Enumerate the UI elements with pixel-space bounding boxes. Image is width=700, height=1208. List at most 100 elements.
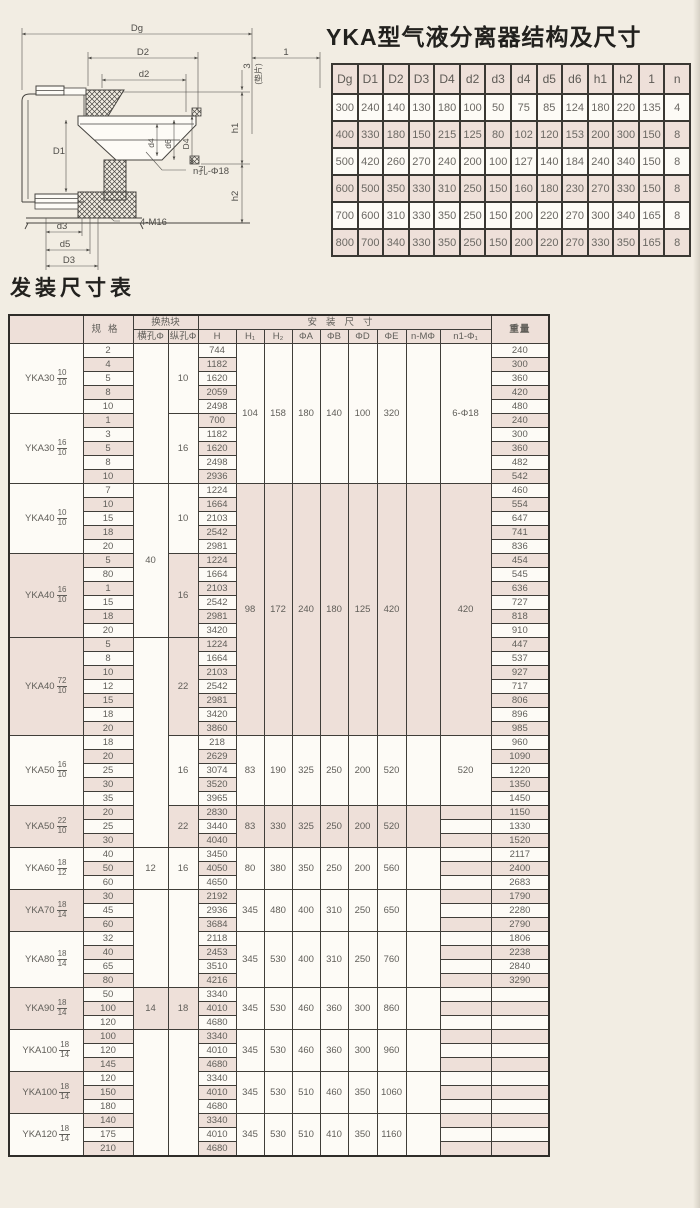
- n-M-cell: [405, 1029, 441, 1072]
- install-dim-cell: 345: [235, 1029, 265, 1072]
- cell: 125: [458, 120, 487, 149]
- weight-cell: 447: [490, 637, 550, 652]
- table-row: YKA70 18 14 30 2192 345 480 400 310 250 650 1790: [8, 889, 550, 988]
- install-dim-cell: 200: [347, 735, 378, 806]
- cell: 600: [331, 174, 359, 203]
- weight-cell: 545: [490, 567, 550, 582]
- n-M-cell: [405, 889, 441, 932]
- install-dim-cell: 530: [263, 1029, 293, 1072]
- structure-table-body: Dg D1 D2 D3 D4 d2 d3 d4 d5 d6 h1 h2 1 n 300 240 140 130 18…: [331, 63, 691, 257]
- vert-hole-cell: [167, 889, 199, 988]
- install-dim-cell: 400: [291, 931, 321, 988]
- table-row: 700 600 310 330 350 250 150 200 220 270 300 340 165 8: [331, 201, 691, 230]
- n-M-cell: [405, 931, 441, 988]
- install-dim-cell: 104: [235, 343, 265, 484]
- vert-hole-cell: [167, 1029, 199, 1157]
- column-header: D4: [433, 63, 461, 95]
- install-table: 规格 换热块 安装尺寸 重量 横孔Φ 纵孔Φ H H₁ H₂ ΦA ΦB ΦD ΦE n-MΦ n1-Φ₁ Y…: [8, 314, 551, 1157]
- vert-hole-cell: 16: [167, 735, 199, 806]
- cell: 300: [331, 93, 359, 122]
- install-dim-cell: 125: [347, 483, 378, 736]
- cell: 140: [535, 147, 564, 176]
- H-cell: 3340: [197, 987, 237, 1002]
- spec-cell: YKA60 18 12: [8, 847, 84, 890]
- H-cell: 3340: [197, 1029, 237, 1044]
- table-row: 10 2498 480: [9, 399, 550, 414]
- dim-label-gasket: (垫片): [253, 63, 263, 85]
- cell: 8: [663, 174, 691, 203]
- block-count-cell: 4: [82, 357, 134, 372]
- H-cell: 1664: [197, 567, 237, 582]
- vert-hole-cell: 16: [167, 553, 199, 638]
- sub-header: 纵孔Φ: [167, 329, 199, 344]
- table-row: 18 2542 741: [9, 525, 550, 540]
- table-row: YKA40 10 10 7 40 10 1224 98 172 240 180 125 420 420 46…: [8, 483, 550, 736]
- cell: 800: [331, 228, 359, 257]
- install-dim-cell: 860: [376, 987, 407, 1030]
- n1-cell: [439, 1127, 492, 1142]
- H-cell: 700: [197, 413, 237, 428]
- block-count-cell: 5: [82, 553, 134, 568]
- cell: 124: [561, 93, 589, 122]
- cell: 165: [637, 201, 666, 230]
- weight-cell: 960: [490, 735, 550, 750]
- sub-header: ΦE: [376, 329, 407, 344]
- install-dim-cell: 560: [376, 847, 407, 890]
- sub-header: H₂: [263, 329, 293, 344]
- spec-fraction: 18 14: [56, 998, 68, 1017]
- cell: 300: [612, 120, 640, 149]
- install-table-title: 发装尺寸表: [10, 277, 135, 300]
- install-dim-cell: 300: [347, 987, 378, 1030]
- weight-cell: 1790: [490, 889, 550, 904]
- install-dim-cell: 158: [263, 343, 293, 484]
- H-cell: 1620: [197, 441, 237, 456]
- table-row: 100 4010: [9, 1001, 550, 1016]
- cell: 250: [458, 201, 487, 230]
- cell: 8: [663, 147, 691, 176]
- spec-fraction: 18 14: [59, 1040, 71, 1059]
- weight-cell: [490, 1071, 550, 1086]
- spec-cell: YKA40 10 10: [8, 483, 84, 554]
- cell: 100: [458, 93, 487, 122]
- block-count-cell: 20: [82, 749, 134, 764]
- H-cell: 4010: [197, 1043, 237, 1058]
- weight-cell: 806: [490, 693, 550, 708]
- block-count-cell: 1: [82, 581, 134, 596]
- cell: 270: [407, 147, 436, 176]
- cell: 102: [509, 120, 538, 149]
- cross-hole-cell: [132, 343, 169, 484]
- table-row: 30 3520 1350: [9, 777, 550, 792]
- cell: 127: [509, 147, 538, 176]
- cell: 150: [637, 147, 666, 176]
- block-count-cell: 1: [82, 413, 134, 428]
- install-dim-cell: 190: [263, 735, 293, 806]
- table-row: 25 3074 1220: [9, 763, 550, 778]
- cell: 165: [637, 228, 666, 257]
- block-count-cell: 50: [82, 987, 134, 1002]
- cell: 153: [561, 120, 589, 149]
- install-dim-cell: 510: [291, 1113, 321, 1157]
- cell: 215: [433, 120, 461, 149]
- install-dim-cell: 520: [376, 735, 407, 806]
- cell: 300: [586, 201, 615, 230]
- cell: 350: [433, 228, 461, 257]
- cell: 150: [484, 201, 512, 230]
- cross-hole-cell: [132, 637, 169, 848]
- cell: 340: [612, 201, 640, 230]
- cell: 100: [484, 147, 512, 176]
- install-dim-cell: 200: [347, 805, 378, 848]
- block-count-cell: 15: [82, 595, 134, 610]
- install-dim-cell: 180: [319, 483, 349, 736]
- H-cell: 2192: [197, 889, 237, 904]
- weight-cell: [490, 1043, 550, 1058]
- H-cell: 3074: [197, 763, 237, 778]
- spec-cell: YKA100 18 14: [8, 1071, 84, 1114]
- table-row: 65 3510 2840: [9, 959, 550, 974]
- cell: 120: [535, 120, 564, 149]
- weight-cell: 480: [490, 399, 550, 414]
- block-count-cell: 8: [82, 385, 134, 400]
- cell: 350: [612, 228, 640, 257]
- table-row: YKA40 72 10 5 22 1224 447: [8, 637, 550, 848]
- install-dim-cell: 100: [347, 343, 378, 484]
- H-cell: 4010: [197, 1085, 237, 1100]
